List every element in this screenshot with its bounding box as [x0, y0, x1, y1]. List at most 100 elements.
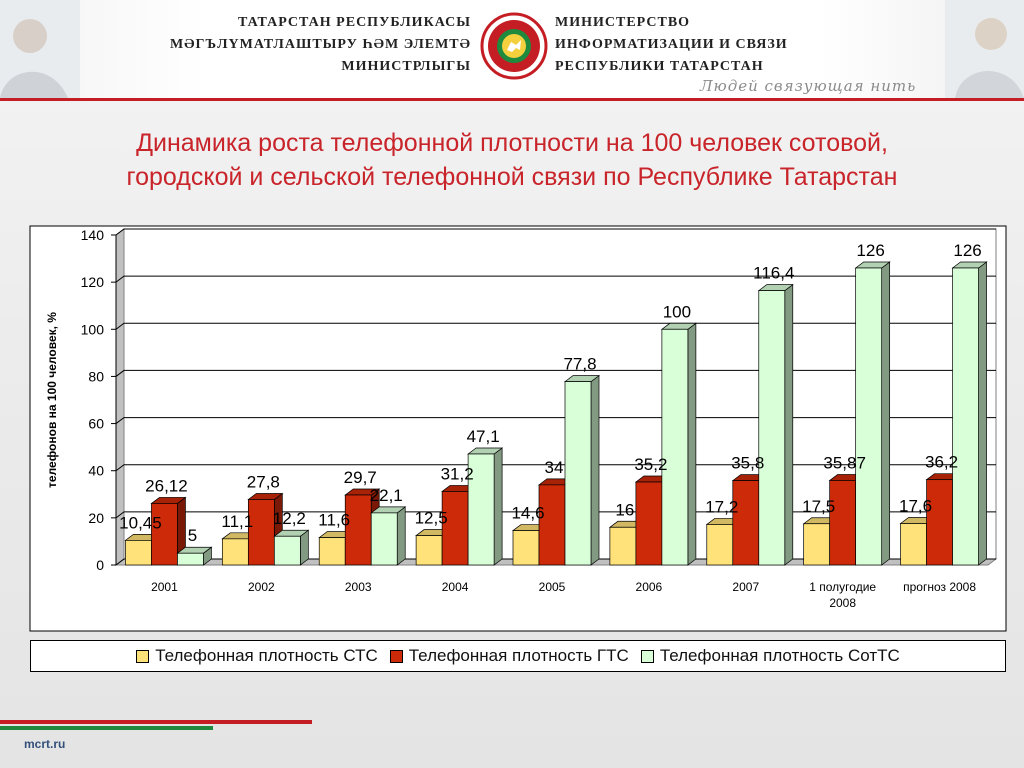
data-label: 34 [545, 458, 564, 477]
legend-label-sotts: Телефонная плотность СотТС [659, 646, 900, 665]
x-tick-label: 2001 [151, 580, 178, 594]
telephone-density-chart: 0 20 40 60 80 100 120 140 телефонов на 100 челов… [29, 225, 1007, 632]
y-gridline [115, 322, 996, 330]
bar [247, 499, 275, 566]
bar [512, 530, 540, 566]
ministry-name-russian-line: РЕСПУБЛИКИ ТАТАРСТАН [555, 59, 764, 74]
ministry-name-tatar: ТАТАРСТАН РЕСПУБЛИКАСЫ МӘГЪЛҮМАТЛАШТЫРУ … [51, 12, 471, 78]
y-tick-label: 20 [88, 510, 104, 526]
data-label: 36,2 [925, 453, 958, 472]
data-label: 17,6 [899, 497, 932, 516]
y-axis-label: телефонов на 100 человек, % [45, 312, 59, 488]
bar-side [978, 261, 987, 566]
data-label: 17,5 [802, 497, 835, 516]
y-tick-label: 40 [88, 463, 104, 479]
slogan: Людей связующая нить [700, 77, 917, 95]
header-banner: ТАТАРСТАН РЕСПУБЛИКАСЫ МӘГЪЛҮМАТЛАШТЫРУ … [0, 0, 1024, 100]
slide-title-line: Динамика роста телефонной плотности на 1… [136, 129, 888, 157]
bar [855, 267, 883, 566]
bar-side [881, 261, 891, 566]
footer-red-stripe [0, 720, 312, 724]
ministry-name-russian-line: ИНФОРМАТИЗАЦИИ И СВЯЗИ [555, 37, 788, 52]
data-label: 47,1 [467, 427, 500, 446]
legend-label-gts: Телефонная плотность ГТС [408, 646, 629, 665]
y-tick-label: 80 [88, 368, 104, 384]
bar-side [784, 283, 794, 566]
data-label: 12,5 [415, 509, 448, 528]
data-label: 35,2 [634, 455, 667, 474]
ministry-name-russian: МИНИСТЕРСТВО ИНФОРМАТИЗАЦИИ И СВЯЗИ РЕСП… [555, 12, 875, 78]
y-tick-label: 0 [96, 557, 104, 573]
bar-side [493, 447, 503, 566]
bar [125, 540, 152, 566]
data-label: 14,6 [511, 504, 544, 523]
x-tick-label: 2006 [636, 580, 663, 594]
data-label: 22,1 [370, 486, 403, 505]
legend-item-gts: Телефонная плотность ГТС [389, 646, 629, 666]
bar [221, 538, 249, 566]
x-tick-label-line: прогноз 2008 [903, 580, 976, 594]
bar [952, 267, 979, 566]
legend-swatch-sotts [640, 649, 654, 663]
bar-side [590, 374, 600, 566]
data-label: 77,8 [563, 355, 596, 374]
slide-title-line: городской и сельской телефонной связи по… [126, 163, 898, 191]
y-tick-label: 60 [88, 416, 104, 432]
x-tick-label-line: 2008 [829, 596, 856, 610]
bar [926, 479, 953, 566]
data-label: 31,2 [441, 464, 474, 483]
bar [803, 523, 831, 566]
y-tick-label: 100 [81, 321, 105, 337]
bar [415, 535, 443, 566]
x-tick-label-line: 2006 [636, 580, 663, 594]
bar [758, 290, 786, 566]
footer-site-link[interactable]: mcrt.ru [24, 737, 66, 751]
y-gridline [115, 464, 996, 472]
bar [706, 524, 734, 566]
x-tick-label-line: 2005 [539, 580, 566, 594]
data-label: 11,1 [221, 512, 253, 531]
x-tick-label-line: 1 полугодие [809, 580, 876, 594]
bar [538, 484, 566, 566]
bar [344, 494, 372, 566]
data-label: 29,7 [344, 468, 377, 487]
legend-item-sotts: Телефонная плотность СотТС [640, 646, 900, 666]
footer-green-stripe [0, 726, 213, 730]
data-label: 26,12 [145, 476, 188, 495]
header-divider [0, 98, 1024, 101]
data-label: 126 [953, 241, 981, 260]
x-tick-label-line: 2002 [248, 580, 275, 594]
x-tick-label: прогноз 2008 [903, 580, 976, 594]
data-label: 10,45 [119, 513, 162, 532]
bar [441, 491, 469, 566]
y-tick-label: 140 [81, 227, 105, 243]
data-label: 5 [188, 526, 197, 545]
bar [151, 503, 178, 566]
x-tick-label: 2004 [442, 580, 469, 594]
bar [564, 381, 592, 566]
ministry-name-tatar-line: ТАТАРСТАН РЕСПУБЛИКАСЫ [237, 15, 471, 30]
y-gridline [115, 511, 996, 519]
data-label: 16 [615, 500, 634, 519]
bar [273, 535, 301, 566]
bar [732, 480, 760, 566]
ministry-name-russian-line: МИНИСТЕРСТВО [555, 15, 691, 30]
slide-title: Динамика роста телефонной плотности на 1… [40, 126, 984, 194]
data-label: 11,6 [318, 511, 350, 530]
x-tick-label-line: 2003 [345, 580, 372, 594]
x-tick-label-line: 2001 [151, 580, 178, 594]
bar [661, 328, 689, 566]
data-label: 126 [856, 241, 884, 260]
y-tick-label: 120 [81, 274, 105, 290]
legend-swatch-sts [136, 649, 150, 663]
x-tick-label: 2007 [732, 580, 759, 594]
data-label: 100 [663, 302, 691, 321]
legend-item-sts: Телефонная плотность СТС [136, 646, 378, 666]
ministry-name-tatar-line: МИНИСТРЛЫГЫ [341, 59, 471, 74]
y-gridline [115, 417, 996, 424]
y-gridline [115, 558, 996, 566]
x-tick-label-line: 2004 [442, 580, 469, 594]
y-gridline [115, 228, 996, 236]
operator-photo-left [0, 0, 80, 98]
bar [609, 526, 637, 566]
